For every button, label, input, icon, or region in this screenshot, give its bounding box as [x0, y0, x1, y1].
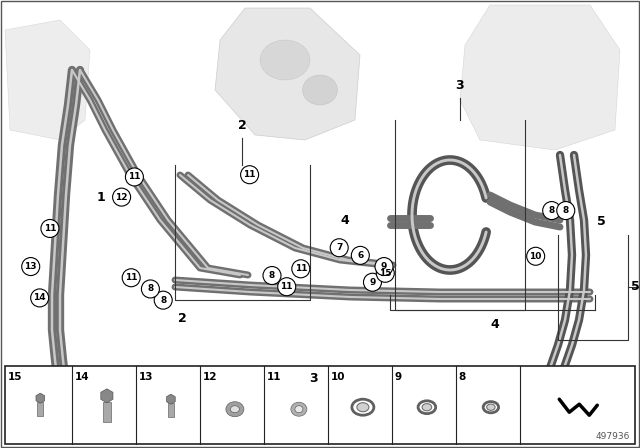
Circle shape — [41, 220, 59, 237]
Circle shape — [263, 267, 281, 284]
Bar — [5, 366, 635, 444]
Circle shape — [330, 239, 348, 257]
Circle shape — [351, 246, 369, 264]
Text: 3: 3 — [456, 79, 464, 92]
Text: 11: 11 — [280, 282, 293, 291]
Text: 8: 8 — [548, 206, 555, 215]
Text: 11: 11 — [44, 224, 56, 233]
Text: 8: 8 — [563, 206, 569, 215]
Ellipse shape — [230, 406, 239, 413]
Circle shape — [141, 280, 159, 298]
Circle shape — [557, 202, 575, 220]
Circle shape — [376, 264, 394, 282]
Text: 497936: 497936 — [596, 432, 630, 441]
Text: 9: 9 — [369, 278, 376, 287]
Text: 10: 10 — [331, 372, 345, 382]
Circle shape — [527, 247, 545, 265]
Text: 1: 1 — [97, 190, 106, 204]
Circle shape — [292, 260, 310, 278]
Text: 14: 14 — [33, 293, 46, 302]
Circle shape — [113, 188, 131, 206]
Text: 7: 7 — [336, 243, 342, 252]
Text: 8: 8 — [459, 372, 466, 382]
Text: 2: 2 — [178, 311, 187, 325]
Text: 6: 6 — [357, 251, 364, 260]
Text: 11: 11 — [243, 170, 256, 179]
Text: 11: 11 — [267, 372, 281, 382]
Circle shape — [364, 273, 381, 291]
Text: 10: 10 — [529, 252, 542, 261]
Text: 9: 9 — [381, 262, 387, 271]
Polygon shape — [5, 20, 90, 140]
Circle shape — [241, 166, 259, 184]
Text: 12: 12 — [203, 372, 217, 382]
Text: 5: 5 — [631, 280, 640, 293]
Circle shape — [122, 269, 140, 287]
Text: 4: 4 — [490, 318, 499, 331]
Text: 2: 2 — [237, 119, 246, 132]
Ellipse shape — [291, 402, 307, 416]
Text: 13: 13 — [139, 372, 153, 382]
Circle shape — [22, 258, 40, 276]
Ellipse shape — [260, 40, 310, 80]
Circle shape — [31, 289, 49, 307]
Ellipse shape — [486, 404, 495, 410]
Text: 13: 13 — [24, 262, 37, 271]
Circle shape — [154, 291, 172, 309]
Ellipse shape — [422, 404, 432, 411]
Ellipse shape — [303, 75, 337, 105]
Text: 14: 14 — [75, 372, 90, 382]
Ellipse shape — [295, 406, 303, 413]
Text: 3: 3 — [309, 372, 318, 385]
Text: 8: 8 — [147, 284, 154, 293]
Text: 15: 15 — [379, 269, 392, 278]
Circle shape — [125, 168, 143, 186]
Text: 11: 11 — [125, 273, 138, 282]
Circle shape — [278, 278, 296, 296]
Ellipse shape — [226, 402, 244, 417]
Text: 12: 12 — [115, 193, 128, 202]
Text: 15: 15 — [8, 372, 22, 382]
Text: 5: 5 — [597, 215, 606, 228]
Bar — [37, 402, 44, 416]
Text: 9: 9 — [395, 372, 402, 382]
Bar — [102, 402, 111, 422]
Text: 11: 11 — [128, 172, 141, 181]
Text: 11: 11 — [294, 264, 307, 273]
Text: 4: 4 — [340, 214, 349, 228]
Circle shape — [543, 202, 561, 220]
Text: 8: 8 — [160, 296, 166, 305]
Circle shape — [375, 258, 393, 276]
Text: 8: 8 — [269, 271, 275, 280]
Polygon shape — [460, 5, 620, 150]
Bar — [168, 403, 174, 417]
Ellipse shape — [357, 403, 369, 412]
Polygon shape — [215, 8, 360, 140]
